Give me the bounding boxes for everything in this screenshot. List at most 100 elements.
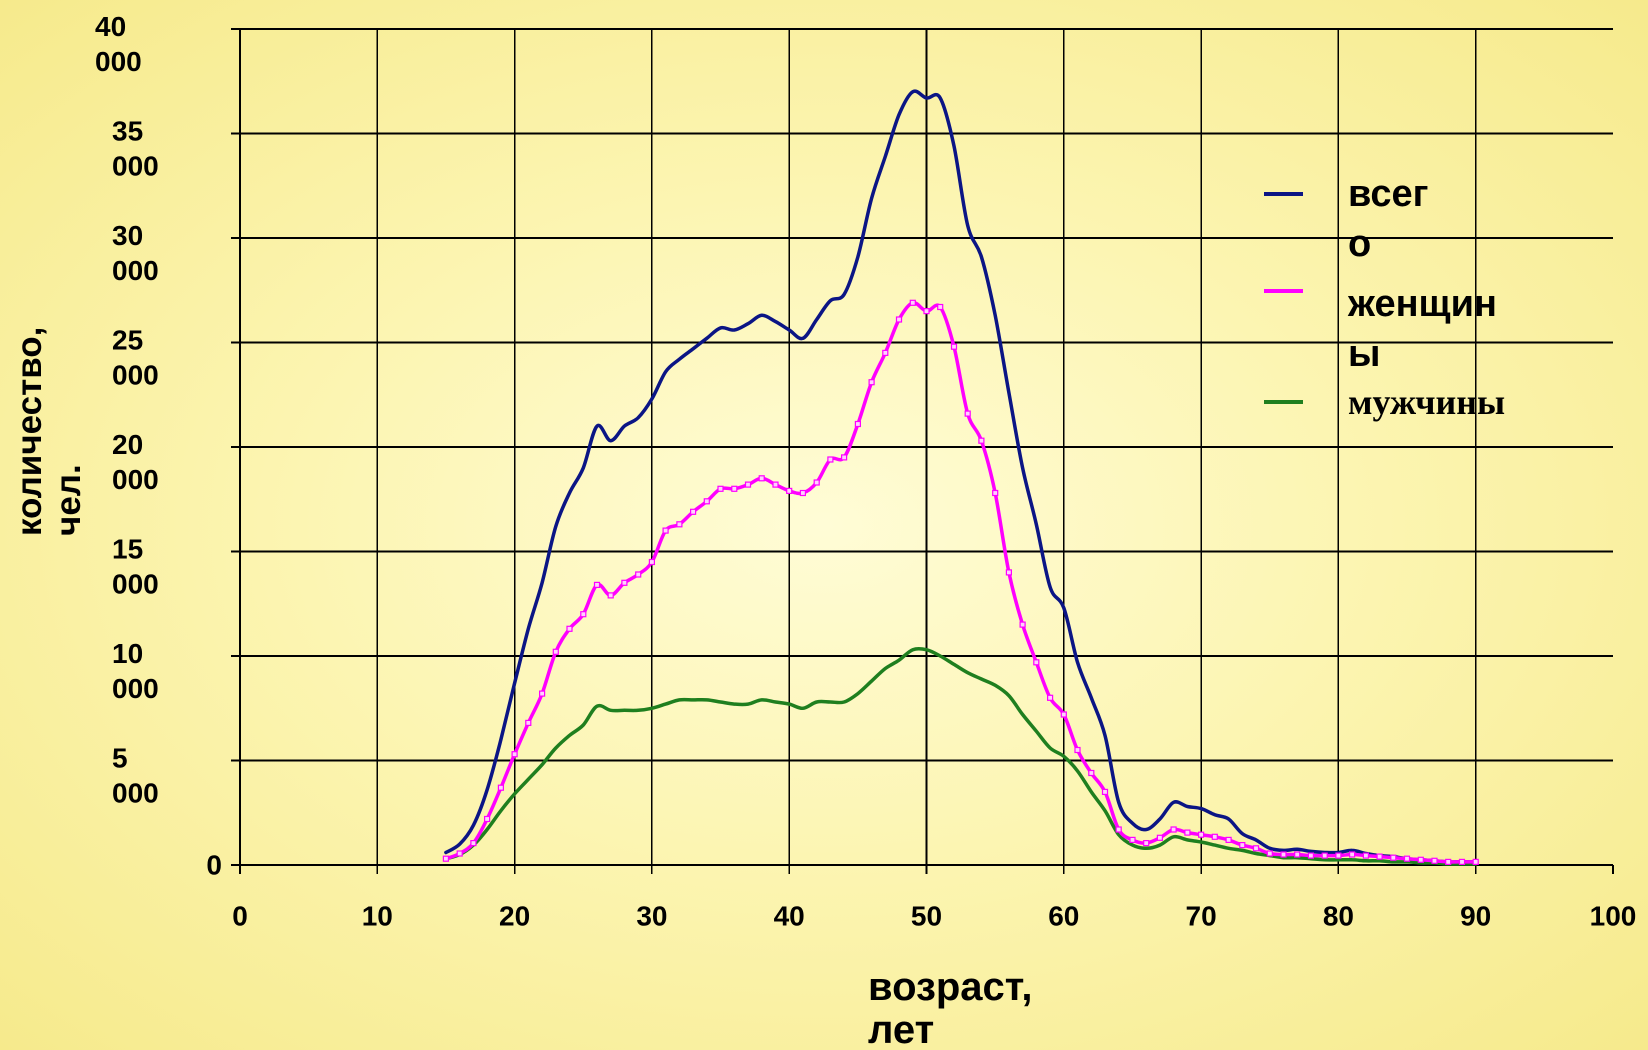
women-marker [1417,856,1424,863]
text-line: 40 [95,11,134,42]
y-tick-label: 40 000 [95,11,142,77]
women-marker [703,498,710,505]
text-line: 5 [112,742,135,773]
women-marker [1294,851,1301,858]
women-marker [909,299,916,306]
y-tick-label: 30 000 [112,220,159,286]
y-tick-label: 35 000 [112,115,159,181]
women-marker [511,751,518,758]
y-axis-title: количество, чел. [10,317,88,536]
women-marker [1156,834,1164,841]
x-tick-label: 40 [774,901,805,932]
series-markers [442,299,1479,866]
women-marker [538,690,546,697]
women-marker [964,410,971,417]
women-marker [1321,852,1328,859]
legend-label: женщин ы [1347,283,1497,375]
women-marker [1403,855,1411,862]
x-tick-label: 90 [1460,901,1491,932]
women-marker [717,485,724,492]
women-marker [1390,854,1397,861]
women-marker [978,437,985,444]
legend: всег о женщин ы мужчины [1264,173,1505,422]
series-lines [444,89,1478,866]
legend-item: мужчины [1264,382,1505,422]
women-marker [895,316,903,323]
x-tick-label: 30 [636,901,667,932]
x-tick-label: 80 [1323,901,1354,932]
text-line: лет [868,1008,934,1050]
text-line: 10 [112,638,151,669]
women-marker [1472,858,1479,866]
legend-label: всег о [1348,173,1429,265]
women-marker [621,579,628,586]
women-marker [1225,836,1232,844]
women-marker [950,343,958,350]
women-marker [827,456,834,463]
text-line: 000 [95,46,142,77]
text-line: чел. [49,464,88,536]
y-tick-label: 15 000 [112,533,159,599]
women-marker [470,839,477,847]
text-line: ы [1348,333,1380,375]
legend-item: женщин ы [1264,283,1497,375]
y-tick-label: 20 000 [112,429,159,495]
text-line: 000 [112,255,159,286]
women-marker [456,850,463,857]
x-tick-label: 50 [911,901,942,932]
women-marker [607,592,614,599]
women-marker [868,379,875,386]
women-marker [813,479,820,486]
women-marker [923,308,930,315]
text-line: 20 [112,429,151,460]
women-marker [786,487,793,494]
women-marker [854,420,862,428]
text-line: количество, [10,317,49,536]
women-marker [1005,569,1013,576]
women-marker [1115,826,1122,833]
text-line: мужчины [1348,382,1505,422]
women-marker [1074,746,1081,754]
women-marker [662,527,669,534]
series-line-men [444,646,1478,866]
women-marker [744,481,752,488]
women-marker [689,508,697,515]
women-marker [1143,839,1150,847]
women-marker [799,489,807,497]
text-line: 000 [112,359,159,390]
legend-label: мужчины [1348,382,1505,422]
text-line: 000 [112,777,159,808]
women-marker [1376,853,1383,860]
women-marker [1033,659,1040,666]
x-tick-label: 0 [232,901,248,932]
y-tick-label: 0 [206,850,222,881]
y-tick-label: 10 000 [112,638,159,704]
legend-item: всег о [1264,173,1429,265]
women-marker [1335,852,1342,859]
women-marker [1252,845,1260,852]
text-line: 25 [112,324,151,355]
series-line-total [444,89,1478,864]
women-marker [442,855,449,862]
text-line: 000 [112,673,159,704]
women-marker [1184,829,1191,836]
x-tick-label: 60 [1048,901,1079,932]
women-marker [552,648,559,655]
text-line: о [1348,223,1371,265]
women-marker [580,611,587,618]
women-marker [648,558,656,566]
women-marker [1211,833,1218,840]
y-tick-label: 5 000 [112,742,159,808]
gridlines [231,28,1614,874]
women-marker [1266,850,1273,857]
women-marker [772,481,779,488]
women-marker [1046,694,1054,701]
women-marker [1129,836,1136,844]
women-marker [525,719,532,727]
women-marker [1362,852,1370,859]
x-tick-labels: 0 10 20 30 40 50 60 70 80 90 100 [232,901,1636,932]
women-marker [1458,858,1466,866]
women-marker [731,485,738,492]
